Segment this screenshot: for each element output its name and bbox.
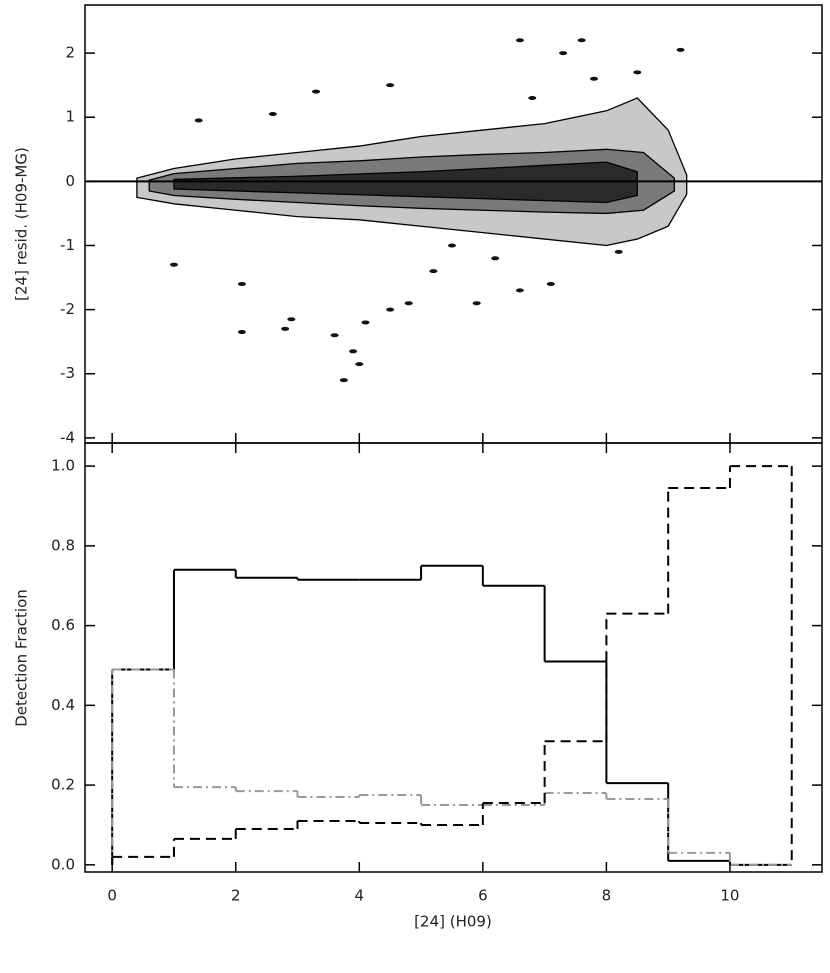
outlier-point [429,269,438,274]
outlier-point [590,76,599,81]
y-tick-label: -4 [60,428,75,446]
outlier-point [361,320,370,325]
outlier-point [515,38,524,43]
y-tick-label: 0.8 [51,536,75,554]
outlier-point [349,349,358,354]
outlier-point [355,362,364,367]
y-tick-label: -1 [60,236,75,254]
outlier-point [339,378,348,383]
outlier-point [472,301,481,306]
bottom-frame [84,442,823,873]
y-tick-label: -3 [60,364,75,382]
y-tick-label: 0.4 [51,696,75,714]
y-tick-label: 2 [65,44,75,62]
outlier-point [237,330,246,335]
y-tick-label: 0.0 [51,855,75,873]
outlier-point [237,281,246,286]
y-tick-label: 0.2 [51,776,75,794]
y-tick-label: 0 [65,172,75,190]
outlier-point [404,301,413,306]
outlier-point [312,89,321,94]
outlier-point [528,95,537,100]
x-tick-label: 0 [107,887,117,905]
y-tick-label: 1.0 [51,457,75,475]
outlier-point [386,307,395,312]
outlier-point [330,333,339,338]
x-tick-label: 8 [602,887,612,905]
outlier-point [268,112,277,117]
x-tick-label: 4 [355,887,365,905]
x-tick-label: 10 [720,887,739,905]
x-tick-label: 6 [478,887,488,905]
top-y-label: [24] resid. (H09-MG) [13,147,31,301]
outlier-point [676,47,685,52]
outlier-point [633,70,642,75]
outlier-point [614,249,623,254]
outlier-point [287,317,296,322]
outlier-point [194,118,203,123]
outlier-point [281,326,290,331]
y-tick-label: -2 [60,300,75,318]
y-tick-label: 0.6 [51,616,75,634]
x-label: [24] (H09) [414,913,492,931]
outlier-point [491,256,500,261]
bottom-y-label: Detection Fraction [13,589,31,727]
outlier-point [577,38,586,43]
x-tick-label: 2 [231,887,241,905]
outlier-point [546,281,555,286]
outlier-point [515,288,524,293]
y-tick-label: 1 [65,108,75,126]
outlier-point [559,51,568,56]
outlier-point [169,262,178,267]
outlier-point [447,243,456,248]
outlier-point [386,83,395,88]
